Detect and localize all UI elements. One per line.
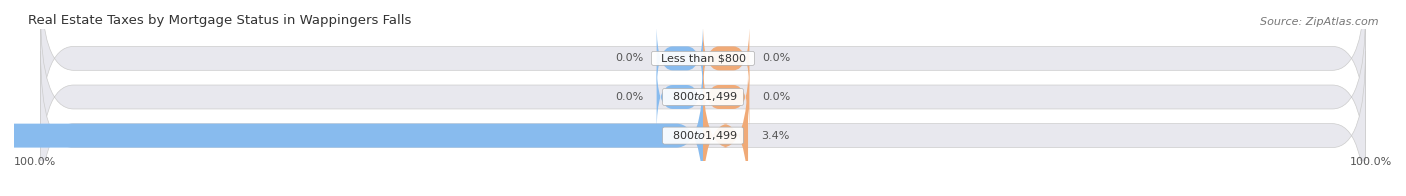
FancyBboxPatch shape [0, 70, 703, 196]
FancyBboxPatch shape [41, 12, 1365, 181]
Text: Source: ZipAtlas.com: Source: ZipAtlas.com [1260, 17, 1378, 27]
FancyBboxPatch shape [657, 24, 703, 93]
Text: $800 to $1,499: $800 to $1,499 [665, 129, 741, 142]
Text: Real Estate Taxes by Mortgage Status in Wappingers Falls: Real Estate Taxes by Mortgage Status in … [28, 14, 411, 27]
FancyBboxPatch shape [657, 63, 703, 131]
Text: 0.0%: 0.0% [616, 92, 644, 102]
Text: 0.0%: 0.0% [616, 53, 644, 63]
FancyBboxPatch shape [41, 51, 1365, 196]
Text: $800 to $1,499: $800 to $1,499 [665, 91, 741, 103]
Text: Less than $800: Less than $800 [654, 53, 752, 63]
Text: 0.0%: 0.0% [762, 53, 790, 63]
Text: 100.0%: 100.0% [1350, 157, 1392, 167]
FancyBboxPatch shape [41, 0, 1365, 143]
Text: 100.0%: 100.0% [14, 157, 56, 167]
FancyBboxPatch shape [703, 70, 748, 196]
FancyBboxPatch shape [703, 24, 749, 93]
Text: 3.4%: 3.4% [761, 131, 790, 141]
FancyBboxPatch shape [703, 63, 749, 131]
Text: 0.0%: 0.0% [762, 92, 790, 102]
